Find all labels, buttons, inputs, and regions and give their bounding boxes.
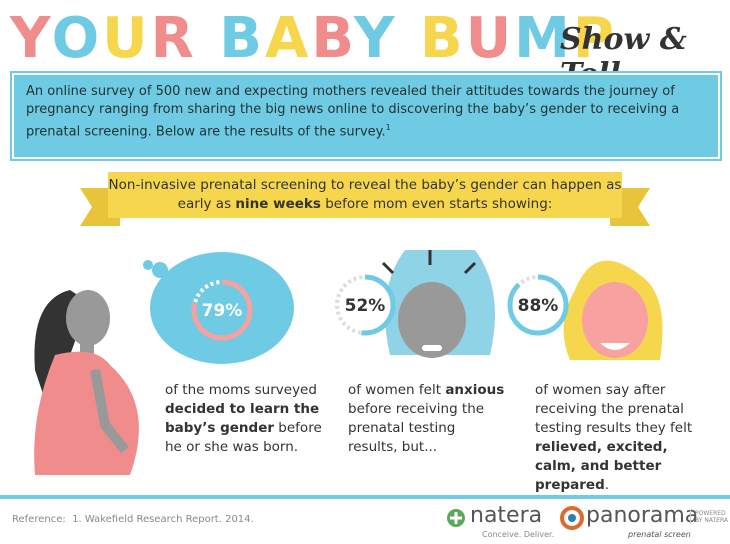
powered-by: POWERED BY NATERA xyxy=(690,510,730,524)
title: YOUR BABY BUMP xyxy=(10,6,617,71)
natera-logo: natera xyxy=(470,503,543,528)
stat-bold: relieved, excited, calm, and better prep… xyxy=(535,439,668,493)
stat-before: of women say after receiving the prenata… xyxy=(535,382,693,436)
reference: Reference: 1. Wakefield Research Report.… xyxy=(12,514,254,525)
reference-text: 1. Wakefield Research Report. 2014. xyxy=(72,514,254,525)
footnote: 1 xyxy=(385,123,391,132)
donut-bg xyxy=(508,275,568,335)
divider xyxy=(0,495,730,499)
stat-before: of the moms surveyed xyxy=(165,382,317,398)
stat-before: of women felt xyxy=(348,382,446,398)
donut-arc xyxy=(334,274,396,336)
percent-label: 52% xyxy=(345,296,386,316)
banner: Non-invasive prenatal screening to revea… xyxy=(108,172,622,218)
intro-box: An online survey of 500 new and expectin… xyxy=(10,71,722,161)
natera-tagline: Conceive. Deliver. xyxy=(482,530,555,539)
natera-icon xyxy=(447,509,465,527)
panorama-tagline: prenatal screen xyxy=(628,530,691,539)
stat-text: of the moms surveyed decided to learn th… xyxy=(165,381,325,457)
stat-text: of women felt anxious before receiving t… xyxy=(348,381,508,457)
illustrations: 79% 52% 88% xyxy=(34,250,663,475)
reference-label: Reference: xyxy=(12,514,66,525)
percent-label: 79% xyxy=(202,301,243,321)
stat-bold: decided to learn the baby’s gender xyxy=(165,401,320,436)
donut-bg xyxy=(335,275,395,335)
donut-bg xyxy=(192,280,252,340)
stat-text: of women say after receiving the prenata… xyxy=(535,381,695,495)
stat-bold: anxious xyxy=(445,382,505,398)
panorama-icon xyxy=(560,506,584,530)
banner-bold: nine weeks xyxy=(235,196,321,212)
percent-label: 88% xyxy=(518,296,559,316)
banner-text: before mom even starts showing: xyxy=(320,196,553,212)
intro-text: An online survey of 500 new and expectin… xyxy=(26,84,680,140)
panorama-logo: panorama xyxy=(586,503,699,528)
stat-after: . xyxy=(604,477,610,493)
donut-arc xyxy=(191,279,253,341)
banner-text: Non-invasive prenatal screening to revea… xyxy=(108,177,622,212)
donut-arc xyxy=(507,274,569,336)
stat-after: before receiving the prenatal testing re… xyxy=(348,401,485,455)
stat-after: before he or she was born. xyxy=(165,420,322,455)
